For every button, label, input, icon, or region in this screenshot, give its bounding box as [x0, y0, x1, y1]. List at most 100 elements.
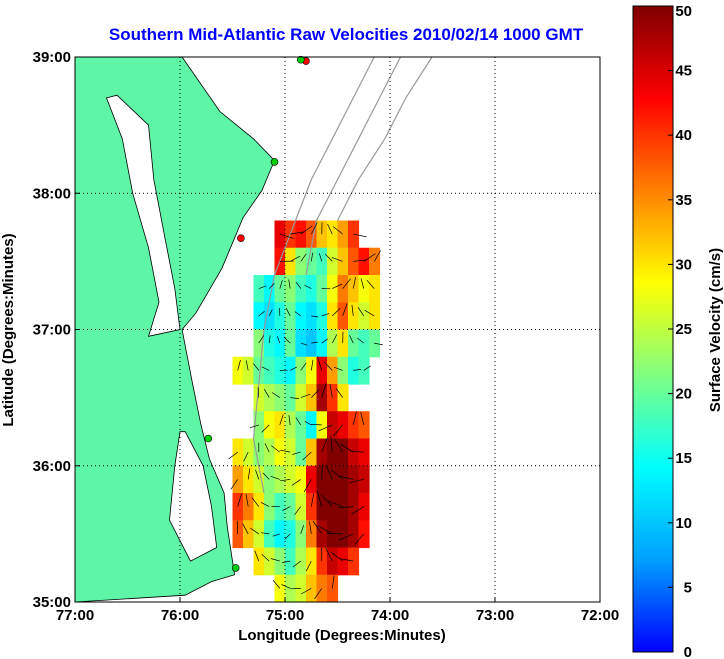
velocity-cell	[274, 384, 286, 412]
velocity-cell	[253, 384, 265, 412]
velocity-cell	[295, 220, 307, 249]
radar-station-marker	[296, 55, 305, 64]
velocity-cell	[327, 356, 339, 385]
velocity-cell	[327, 384, 339, 412]
velocity-vector	[257, 387, 260, 398]
velocity-vector	[353, 259, 367, 262]
velocity-cell	[295, 574, 307, 603]
velocity-cell	[264, 493, 276, 521]
velocity-vector	[349, 335, 354, 344]
velocity-vector	[288, 415, 291, 425]
velocity-cell	[316, 329, 328, 358]
velocity-cell	[295, 384, 307, 412]
velocity-vector	[349, 450, 364, 453]
velocity-vector	[309, 521, 312, 534]
velocity-cell	[337, 384, 349, 412]
velocity-cell	[306, 547, 318, 576]
colorbar-ticks: 0 5 10 15 20 25 30 35 40 45 50	[668, 3, 692, 659]
x-tick-label: 72:00	[581, 607, 619, 624]
chesapeake-bay	[105, 94, 181, 337]
velocity-vector	[332, 226, 343, 235]
velocity-vector	[279, 233, 294, 239]
velocity-cell	[253, 411, 265, 440]
velocity-cell	[337, 356, 349, 385]
velocity-vector	[304, 420, 312, 426]
velocity-cell	[306, 384, 318, 412]
velocity-vector	[305, 560, 312, 572]
velocity-cell	[264, 465, 276, 494]
velocity-vector	[290, 231, 304, 235]
velocity-cell	[327, 438, 339, 467]
velocity-vector	[237, 493, 242, 507]
colorbar-tick-label: 15	[675, 450, 692, 467]
velocity-vector	[325, 547, 333, 562]
velocity-vector	[351, 304, 354, 316]
velocity-vector	[310, 222, 318, 235]
velocity-cell	[285, 356, 297, 385]
y-axis-ticks: 35:00 36:00 37:00 38:00 39:00	[33, 49, 80, 611]
velocity-vector	[300, 342, 308, 346]
velocity-vector	[251, 497, 260, 507]
velocity-cell	[285, 493, 297, 521]
velocity-vector	[331, 334, 338, 344]
velocity-cell	[337, 547, 349, 576]
velocity-vector	[327, 223, 333, 235]
velocity-cell	[243, 465, 255, 494]
radar-station-marker	[270, 158, 279, 166]
velocity-cell	[358, 302, 370, 331]
velocity-cell	[316, 220, 328, 249]
velocity-vector	[253, 363, 260, 371]
velocity-vector	[317, 491, 323, 507]
velocity-vector	[338, 533, 354, 541]
x-tick-label: 77:00	[56, 607, 94, 624]
velocity-cell	[264, 329, 276, 358]
velocity-cell	[243, 493, 255, 521]
velocity-cell	[327, 520, 339, 549]
velocity-cell	[295, 520, 307, 549]
velocity-vector	[268, 335, 271, 344]
velocity-cell	[274, 520, 286, 549]
velocity-vector	[262, 472, 270, 480]
velocity-vector	[352, 277, 356, 289]
velocity-vector	[255, 469, 260, 480]
velocity-cell	[337, 465, 349, 494]
velocity-cell	[316, 574, 328, 603]
velocity-vector	[311, 315, 319, 318]
velocity-vector	[351, 506, 364, 515]
velocity-vector	[342, 303, 348, 317]
velocity-cell	[358, 438, 370, 467]
velocity-cell	[316, 302, 328, 331]
velocity-heatmap	[232, 220, 381, 603]
velocity-vector	[254, 550, 260, 562]
velocity-vector	[318, 253, 323, 262]
velocity-cell	[295, 438, 307, 467]
velocity-cell	[253, 275, 265, 303]
velocity-vector	[332, 283, 343, 289]
velocity-cell	[264, 384, 276, 412]
velocity-cell	[243, 438, 255, 467]
colorbar-tick-label: 40	[675, 127, 692, 144]
velocity-cell	[274, 302, 286, 331]
velocity-vector	[335, 388, 343, 398]
velocity-vector	[349, 479, 364, 484]
velocity-cell	[253, 465, 265, 494]
radar-stations	[204, 55, 310, 572]
velocity-vector	[288, 279, 291, 289]
velocity-vector	[310, 424, 322, 426]
velocity-vector	[290, 366, 297, 371]
velocity-cell	[295, 247, 307, 276]
colorbar-tick-label: 30	[675, 256, 692, 273]
velocity-cell	[306, 356, 318, 385]
velocity-vector	[295, 417, 302, 426]
velocity-cell	[316, 384, 328, 412]
velocity-cell	[264, 520, 276, 549]
velocity-vector	[249, 424, 259, 429]
velocity-vector	[228, 451, 238, 460]
velocity-vector	[325, 464, 333, 480]
velocity-vector	[250, 527, 259, 535]
velocity-cell	[337, 247, 349, 276]
velocity-vector	[330, 468, 343, 480]
velocity-cell	[274, 493, 286, 521]
velocity-vector	[317, 356, 323, 371]
velocity-cell	[253, 493, 265, 521]
